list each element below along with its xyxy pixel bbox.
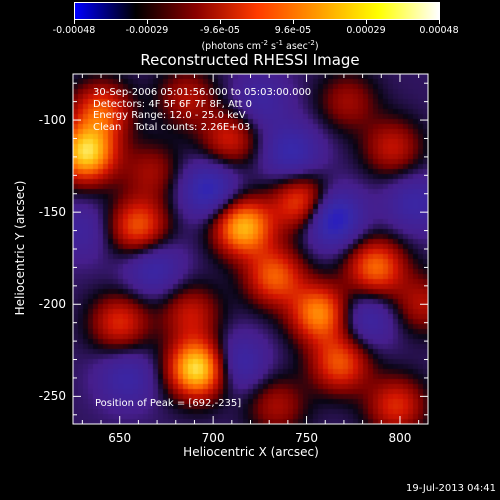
colorbar-tick-label: 0.00048 — [419, 25, 459, 36]
heatmap-image — [73, 74, 428, 424]
colorbar-tick — [366, 20, 367, 24]
colorbar — [74, 2, 440, 20]
peak-position: Position of Peak = [692,-235] — [95, 398, 242, 409]
y-tick-label: -200 — [38, 297, 66, 312]
y-tick-label: -100 — [38, 113, 66, 128]
colorbar-tick-label: -0.00048 — [52, 25, 96, 36]
heatmap-plot-area: 30-Sep-2006 05:01:56.000 to 05:03:00.000… — [73, 74, 428, 424]
colorbar-tick — [293, 20, 294, 24]
observation-time: 30-Sep-2006 05:01:56.000 to 05:03:00.000 — [93, 87, 312, 98]
colorbar-tick-label: -9.6e-05 — [200, 25, 240, 36]
colorbar-tick — [439, 20, 440, 24]
colorbar-tick-label: -0.00029 — [125, 25, 169, 36]
detectors-info: Detectors: 4F 5F 6F 7F 8F, Att 0 — [93, 98, 253, 110]
x-tick-label: 700 — [201, 431, 225, 445]
colorbar-tick — [74, 20, 75, 24]
colorbar-tick — [147, 20, 148, 24]
y-tick-label: -150 — [38, 205, 66, 220]
x-tick-label: 750 — [295, 431, 318, 445]
clean-total-counts: Clean Total counts: 2.26E+03 — [93, 121, 251, 133]
colorbar-tick — [220, 20, 221, 24]
colorbar-units: (photons cm-2 s-1 asec-2) — [201, 39, 319, 53]
x-tick-label: 800 — [388, 431, 412, 445]
x-tick-label: 650 — [108, 431, 132, 445]
timestamp: 19-Jul-2013 04:41 — [405, 483, 496, 494]
plot-frame — [72, 73, 429, 425]
colorbar-tick-label: 0.00029 — [346, 25, 386, 36]
colorbar-tick-label: 9.6e-05 — [274, 25, 312, 36]
plot-title: Reconstructed RHESSI Image — [140, 51, 360, 69]
y-tick-label: -250 — [38, 389, 66, 404]
energy-range: Energy Range: 12.0 - 25.0 keV — [93, 110, 246, 121]
y-axis-label: Heliocentric Y (arcsec) — [13, 180, 27, 316]
x-axis-label: Heliocentric X (arcsec) — [183, 445, 319, 459]
